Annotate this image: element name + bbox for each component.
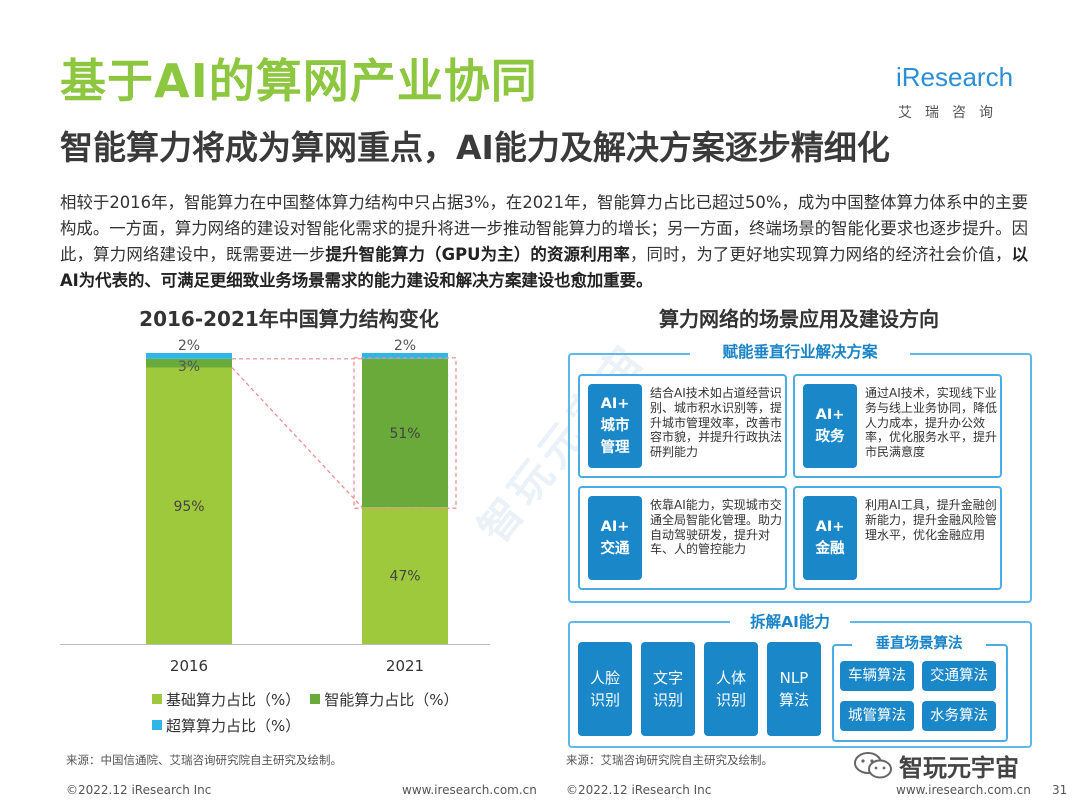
legend-label-ai: 智能算力占比（%） [324,690,459,709]
algo-water-affairs: 水务算法 [922,701,996,731]
value-label-2016-series-1: 3% [178,359,200,375]
legend-item-super: 超算算力占比（%） [152,715,300,736]
chart-source: 来源：中国信通院、艾瑞咨询研究院自主研究及绘制。 [66,753,342,767]
logo-text: iResearch [896,62,1014,92]
capability-line: 人脸 [589,669,620,687]
wechat-watermark: 智玩元宇宙 [853,748,1019,783]
vertical-algorithms-label: 垂直场景算法 [852,633,986,655]
footer-site-right: www.iresearch.com.cn [896,783,1031,797]
legend-item-ai: 智能算力占比（%） [310,689,459,710]
intro-text-2: ，同时，为了更好地实现算力网络的经济社会价值， [629,245,1012,264]
card-transport: AI+ 交通 依靠AI能力，实现城市交通全局智能化管理。助力自动驾驶研发，提升对… [578,486,787,590]
bar-2016-series-1 [146,358,232,368]
capability-face-recognition: 人脸 识别 [578,642,632,736]
card-text: 通过AI技术，实现线下业务与线上业务协同，降低人力成本，提升办公效率，优化服务水… [865,386,998,460]
value-label-2021-series-2: 2% [394,338,416,354]
capability-body-recognition: 人体 识别 [704,642,758,736]
card-text: 利用AI工具，提升金融创新能力，提升金融风险管理水平，优化金融应用 [865,498,998,542]
ai-capabilities-label: 拆解AI能力 [730,610,850,634]
intro-paragraph: 相较于2016年，智能算力在中国整体算力结构中只占据3%，在2021年，智能算力… [60,190,1028,294]
highlight-box-2021-smart [353,357,457,509]
capability-line: NLP [779,669,809,687]
card-text: 依靠AI能力，实现城市交通全局智能化管理。助力自动驾驶研发，提升对车、人的管控能… [650,498,783,557]
connector-bottom [231,367,363,508]
badge-line: AI+ [600,396,630,412]
capability-nlp-algorithm: NLP 算法 [767,642,821,736]
iresearch-logo: iResearch 艾瑞咨询 [896,62,1028,122]
capability-line: 识别 [715,691,746,709]
card-badge: AI+ 政务 [803,384,857,468]
page-title: 基于AI的算网产业协同 [60,54,538,108]
page-number: 31 [1052,783,1068,797]
bar-2021-series-0 [362,507,448,644]
card-text: 结合AI技术如占道经营识别、城市积水识别等，提升城市管理效率，改善市容市貌，并提… [650,386,783,460]
page-subtitle: 智能算力将成为算网重点，AI能力及解决方案逐步精细化 [60,128,890,167]
bar-2021-series-1 [362,358,448,508]
badge-line: 政务 [815,429,845,445]
badge-line: AI+ [815,519,845,535]
capability-text-recognition: 文字 识别 [641,642,695,736]
footer-copyright-left: ©2022.12 iResearch Inc [66,783,212,797]
capability-line: 文字 [652,669,683,687]
card-badge: AI+ 交通 [588,496,642,580]
wechat-icon [854,751,892,778]
chart-title: 2016-2021年中国算力结构变化 [139,307,439,331]
watermark-text: 智玩元宇宙 [899,754,1019,782]
algo-traffic: 交通算法 [922,661,996,691]
badge-line: 管理 [600,440,630,456]
capability-line: 算法 [778,691,809,709]
bar-2021-series-2 [362,353,448,359]
legend-swatch-base [152,694,162,704]
panel-title: 算力网络的场景应用及建设方向 [659,307,939,331]
panel-source: 来源：艾瑞咨询研究院自主研究及绘制。 [566,753,773,767]
card-government: AI+ 政务 通过AI技术，实现线下业务与线上业务协同，降低人力成本，提升办公效… [793,374,1002,478]
card-city-management: AI+ 城市 管理 结合AI技术如占道经营识别、城市积水识别等，提升城市管理效率… [578,374,787,478]
capability-line: 人体 [715,669,746,687]
legend-swatch-ai [310,694,321,704]
legend-label-super: 超算算力占比（%） [166,716,301,735]
value-label-2021-series-0: 47% [389,569,420,585]
footer-site-left: www.iresearch.com.cn [402,783,537,797]
badge-line: 金融 [815,541,845,557]
value-label-2016-series-0: 95% [173,499,204,515]
card-badge: AI+ 城市 管理 [588,384,642,468]
value-label-2021-series-1: 51% [389,426,420,442]
capability-line: 识别 [589,691,620,709]
stacked-bar-chart: 2016 2021 95% 3% 2% 47% 51% 2% [60,338,490,675]
legend-item-base: 基础算力占比（%） [152,689,300,710]
badge-line: AI+ [600,519,630,535]
legend-swatch-super [152,720,162,730]
badge-line: 城市 [600,418,630,434]
x-tick-label-2016: 2016 [170,657,208,675]
footer-copyright-right: ©2022.12 iResearch Inc [566,783,712,797]
bar-2016-series-2 [146,353,232,359]
badge-line: 交通 [600,541,630,557]
badge-line: AI+ [815,407,845,423]
intro-bold-2: 以AI为代表的、可满足更细致业务场景需求的能力建设和解决方案建设也愈加重要。 [60,245,1029,290]
algo-urban-management: 城管算法 [840,701,914,731]
chart-legend: 基础算力占比（%） 智能算力占比（%） 超算算力占比（%） [152,686,469,738]
logo-subtext: 艾瑞咨询 [898,105,1006,121]
card-badge: AI+ 金融 [803,496,857,580]
solutions-label: 赋能垂直行业解决方案 [690,340,910,364]
algo-vehicle: 车辆算法 [840,661,914,691]
intro-text-1: 相较于2016年，智能算力在中国整体算力结构中只占据3%，在2021年，智能算力… [60,193,1028,264]
legend-label-base: 基础算力占比（%） [166,690,301,709]
bar-2016-series-0 [146,367,232,644]
intro-bold-1: 提升智能算力（GPU为主）的资源利用率 [325,245,630,264]
capability-line: 识别 [652,691,683,709]
card-finance: AI+ 金融 利用AI工具，提升金融创新能力，提升金融风险管理水平，优化金融应用 [793,486,1002,590]
value-label-2016-series-2: 2% [178,338,200,354]
x-tick-label-2021: 2021 [386,657,424,675]
